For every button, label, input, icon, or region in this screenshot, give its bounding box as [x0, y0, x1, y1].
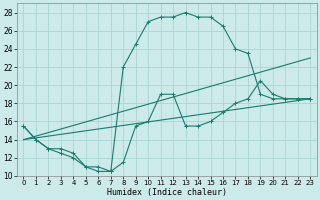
X-axis label: Humidex (Indice chaleur): Humidex (Indice chaleur) — [107, 188, 227, 197]
